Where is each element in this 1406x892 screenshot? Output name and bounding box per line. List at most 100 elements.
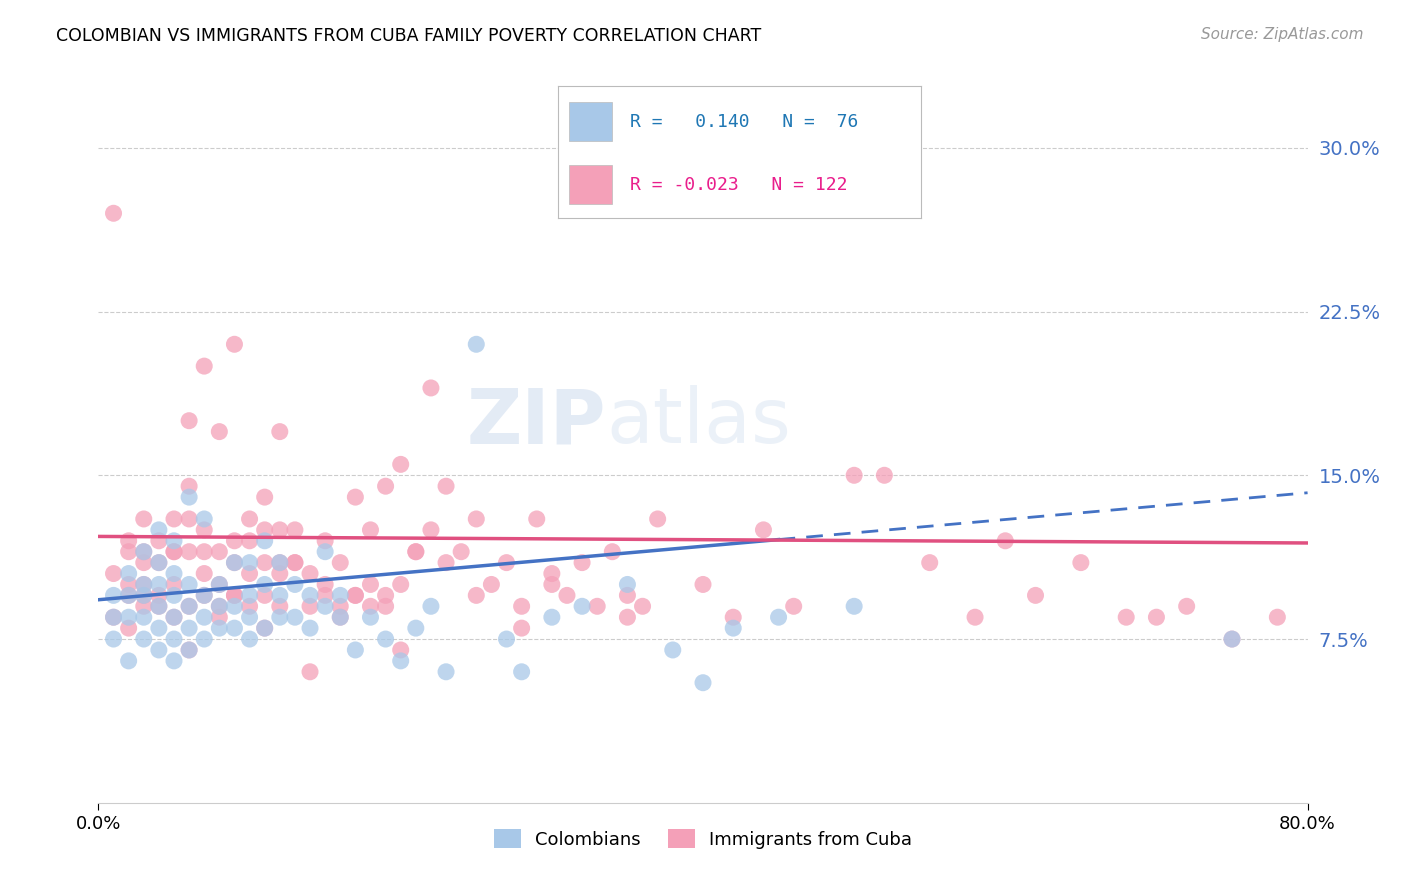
Point [723, 610, 745, 624]
Point [405, 545, 427, 559]
Point [148, 588, 170, 602]
Point [253, 621, 276, 635]
Point [193, 359, 215, 373]
Point [163, 545, 186, 559]
Point [360, 523, 382, 537]
Point [389, 654, 412, 668]
Point [253, 588, 276, 602]
Point [314, 577, 336, 591]
Point [314, 533, 336, 548]
Point [118, 588, 141, 602]
Point [118, 545, 141, 559]
Point [434, 665, 457, 679]
Point [179, 512, 201, 526]
Point [179, 599, 201, 614]
Point [193, 632, 215, 646]
Point [132, 632, 155, 646]
Point [314, 599, 336, 614]
Point [723, 621, 745, 635]
Point [193, 588, 215, 602]
Point [374, 632, 396, 646]
Point [118, 610, 141, 624]
Point [163, 654, 186, 668]
Point [179, 577, 201, 591]
Point [616, 577, 638, 591]
Point [329, 588, 352, 602]
Point [602, 545, 624, 559]
Point [253, 621, 276, 635]
Point [208, 545, 231, 559]
Text: Source: ZipAtlas.com: Source: ZipAtlas.com [1201, 27, 1364, 42]
Point [163, 610, 186, 624]
Point [118, 654, 141, 668]
Point [344, 643, 367, 657]
Point [873, 468, 896, 483]
Point [374, 479, 396, 493]
Point [555, 588, 578, 602]
Point [132, 577, 155, 591]
Point [148, 599, 170, 614]
Point [1220, 632, 1243, 646]
Text: atlas: atlas [606, 385, 792, 459]
Text: ZIP: ZIP [467, 385, 606, 459]
Point [179, 643, 201, 657]
Point [118, 577, 141, 591]
Legend: Colombians, Immigrants from Cuba: Colombians, Immigrants from Cuba [486, 822, 920, 856]
Point [239, 610, 262, 624]
Point [844, 599, 866, 614]
Point [299, 566, 322, 581]
Point [783, 599, 806, 614]
Point [1175, 599, 1198, 614]
Point [526, 512, 548, 526]
Point [253, 533, 276, 548]
Point [118, 621, 141, 635]
Point [450, 545, 472, 559]
Point [224, 533, 246, 548]
Point [103, 610, 125, 624]
Point [118, 588, 141, 602]
Point [389, 643, 412, 657]
Point [103, 588, 125, 602]
Point [179, 490, 201, 504]
Point [163, 588, 186, 602]
Point [329, 610, 352, 624]
Point [193, 610, 215, 624]
Point [163, 577, 186, 591]
Point [299, 599, 322, 614]
Point [148, 556, 170, 570]
Point [179, 599, 201, 614]
Point [224, 556, 246, 570]
Point [208, 577, 231, 591]
Point [768, 610, 790, 624]
Point [148, 621, 170, 635]
Point [208, 577, 231, 591]
Point [132, 610, 155, 624]
Point [374, 599, 396, 614]
Point [389, 577, 412, 591]
Point [148, 533, 170, 548]
Point [163, 545, 186, 559]
Point [284, 523, 307, 537]
Point [434, 479, 457, 493]
Point [344, 588, 367, 602]
Point [965, 610, 987, 624]
Point [179, 414, 201, 428]
Point [405, 621, 427, 635]
Point [692, 675, 714, 690]
Point [224, 599, 246, 614]
Point [314, 588, 336, 602]
Point [148, 556, 170, 570]
Point [269, 588, 291, 602]
Point [132, 577, 155, 591]
Point [239, 512, 262, 526]
Point [1070, 556, 1092, 570]
Point [103, 206, 125, 220]
Point [299, 621, 322, 635]
Point [540, 610, 562, 624]
Point [510, 665, 533, 679]
Point [389, 458, 412, 472]
Point [132, 556, 155, 570]
Point [571, 556, 593, 570]
Point [481, 577, 503, 591]
Point [420, 381, 443, 395]
